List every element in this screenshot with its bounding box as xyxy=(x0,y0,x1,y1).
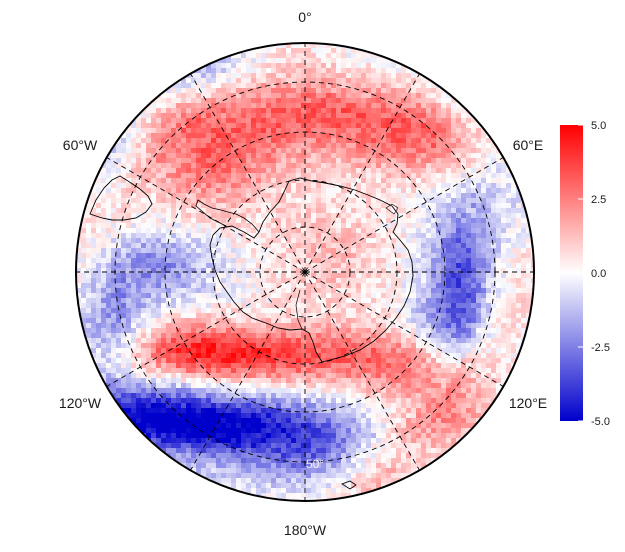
coastline-antarctica xyxy=(195,177,414,363)
coastline-island xyxy=(341,480,357,490)
meridians xyxy=(76,43,534,501)
colorbar-tick-label: -2.5 xyxy=(591,342,610,354)
lon-label-upper-left: 60°W xyxy=(63,137,98,153)
meridian-line xyxy=(304,271,420,471)
meridian-line xyxy=(304,157,504,273)
colorbar-tick-label: 2.5 xyxy=(591,194,606,206)
coastline-south-america xyxy=(89,175,153,221)
colorbar-tick-label: 0.0 xyxy=(591,268,606,280)
lon-label-lower-left: 120°W xyxy=(59,395,102,411)
map-boundary xyxy=(75,42,535,502)
lon-label-lower-right: 120°E xyxy=(509,395,547,411)
meridian-line xyxy=(304,73,420,273)
colorbar-tick-label: 5.0 xyxy=(591,120,606,132)
colorbar-ticks: 5.0 2.5 0.0 -2.5 -5.0 xyxy=(578,120,610,428)
meridian-line xyxy=(106,271,306,387)
lon-label-upper-right: 60°E xyxy=(513,137,544,153)
colorbar-ramp xyxy=(560,125,583,421)
meridian-line xyxy=(190,271,306,471)
colorbar: 5.0 2.5 0.0 -2.5 -5.0 xyxy=(560,120,610,428)
meridian-line xyxy=(190,73,306,273)
graticule xyxy=(76,43,534,501)
coastline-island xyxy=(385,203,399,215)
meridian-line xyxy=(106,157,306,273)
lat-label: 50° xyxy=(306,457,324,471)
lon-label-bottom: 180°W xyxy=(284,522,327,538)
colorbar-tick-label: -5.0 xyxy=(591,416,610,428)
lon-label-top: 0° xyxy=(298,9,311,25)
meridian-line xyxy=(304,271,504,387)
